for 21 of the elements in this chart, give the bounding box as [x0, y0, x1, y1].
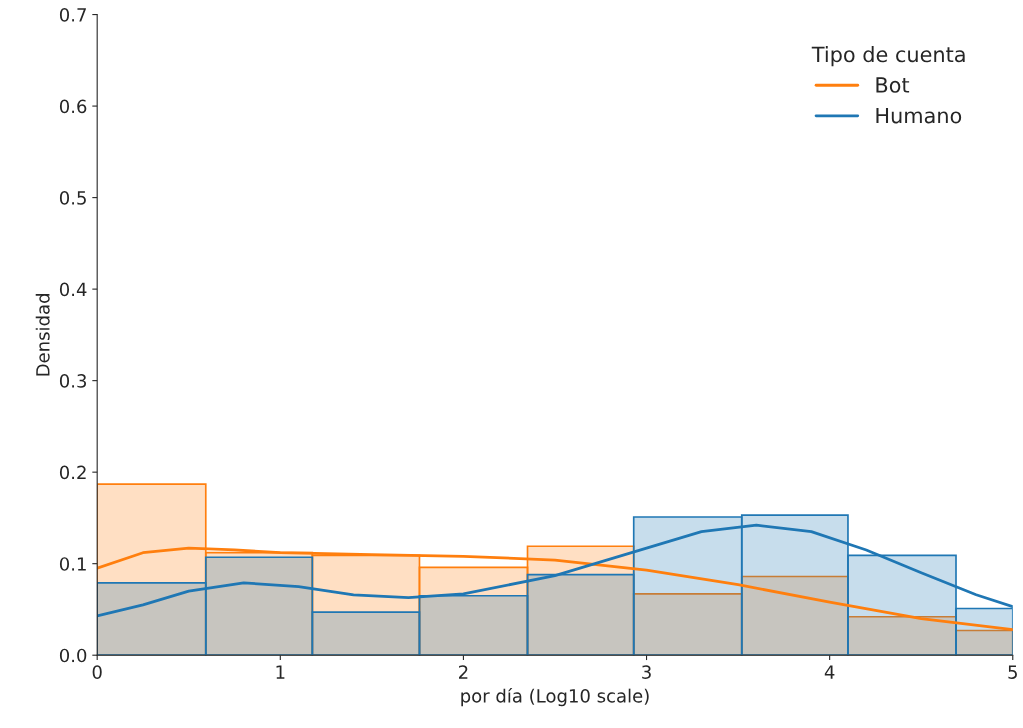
- y-axis-title: Densidad: [35, 294, 50, 376]
- y-tick-label: 0.4: [59, 282, 87, 297]
- y-tick-label: 0.1: [59, 557, 86, 571]
- legend-title: Tipo de cuenta: [811, 46, 965, 67]
- y-tick-label: 0.3: [59, 374, 87, 388]
- y-tick-label: 0.5: [59, 191, 86, 205]
- y-tick-label: 0.6: [59, 99, 87, 114]
- x-tick-label: 0: [92, 665, 102, 679]
- x-tick-label: 2: [459, 665, 468, 679]
- x-tick-label: 1: [276, 665, 285, 679]
- x-tick-label: 5: [1008, 665, 1017, 679]
- legend-label: Humano: [876, 107, 962, 124]
- line-series: [97, 546, 1013, 631]
- x-axis-title: por día (Log10 scale): [461, 687, 649, 707]
- y-tick-label: 0.7: [59, 8, 86, 22]
- x-tick-label: 3: [642, 665, 651, 679]
- y-tick-label: 0.0: [59, 648, 87, 663]
- line-series: [97, 523, 1013, 618]
- y-tick-label: 0.2: [59, 465, 86, 480]
- x-tick-label: 4: [824, 665, 835, 679]
- legend-label: Bot: [876, 77, 910, 93]
